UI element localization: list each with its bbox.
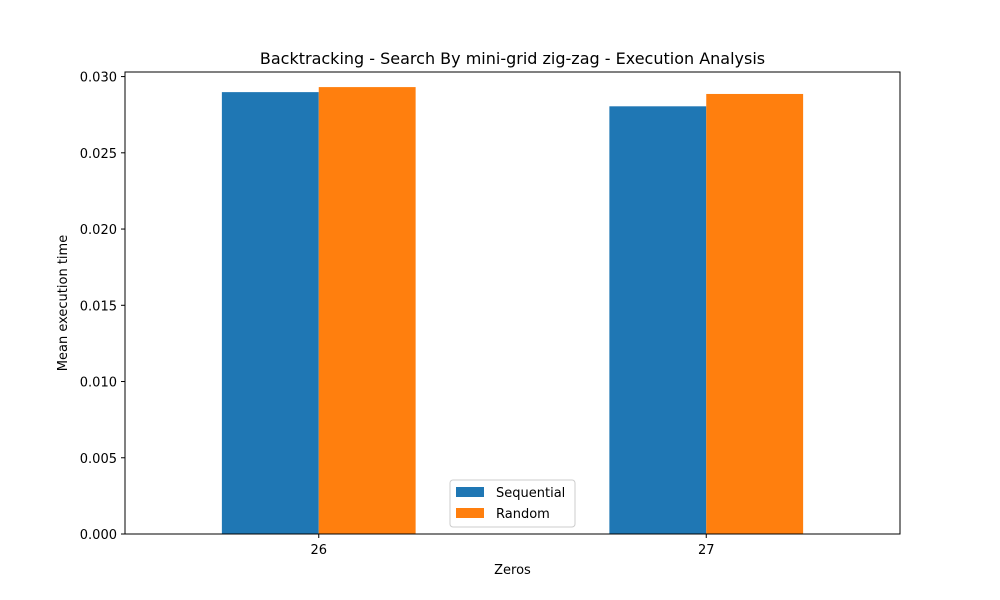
x-tick-label: 27 [698,543,715,558]
y-tick-label: 0.020 [80,223,117,238]
x-tick-label: 26 [310,543,327,558]
legend-label-sequential: Sequential [496,486,565,501]
bar-random-26 [318,87,416,535]
legend-swatch-sequential [456,487,484,497]
y-tick-label: 0.010 [80,376,117,391]
legend: Sequential Random [449,479,576,528]
legend-label-random: Random [496,507,550,522]
y-tick-label: 0.005 [80,452,117,467]
y-axis-label: Mean execution time [56,235,71,371]
bar-sequential-26 [221,92,319,534]
y-tick-label: 0.025 [80,147,117,162]
chart-title: Backtracking - Search By mini-grid zig-z… [260,49,765,68]
bars-group [221,87,804,535]
x-axis-label: Zeros [494,563,531,578]
y-tick-label: 0.015 [80,299,117,314]
y-tick-label: 0.000 [80,528,117,543]
bar-sequential-27 [609,106,707,534]
bar-random-27 [706,93,804,535]
y-axis: 0.000 0.005 0.010 0.015 0.020 0.025 0.030 [80,71,125,543]
legend-swatch-random [456,508,484,518]
y-tick-label: 0.030 [80,71,117,86]
x-axis: 26 27 [310,534,715,558]
plot-frame [124,71,901,535]
